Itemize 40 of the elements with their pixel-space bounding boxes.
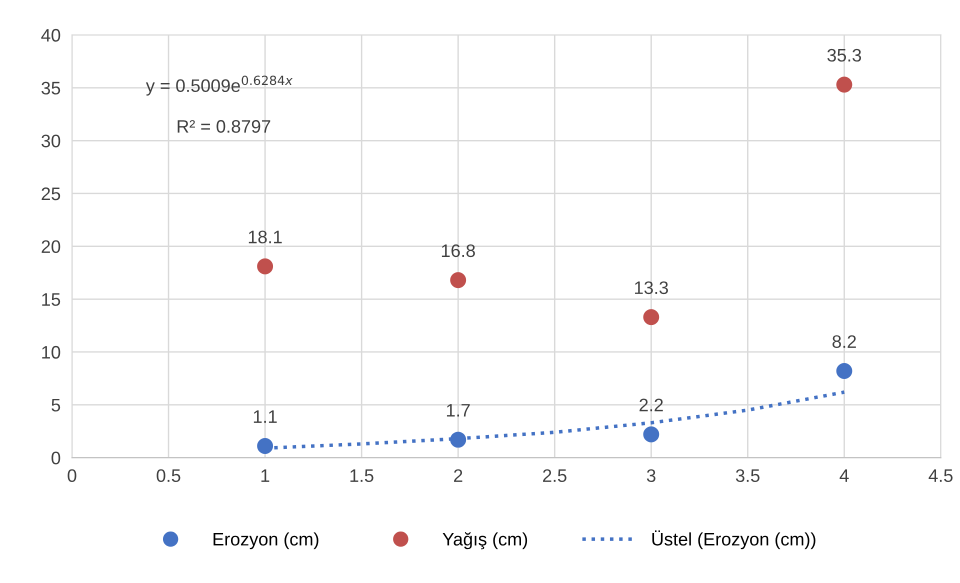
point: [643, 309, 660, 326]
y-tick-label: 30: [41, 134, 60, 148]
point: [450, 272, 466, 288]
data-label: 18.1: [248, 230, 282, 244]
legend-label: Üstel (Erozyon (cm)): [652, 530, 816, 550]
data-label: 35.3: [827, 48, 862, 62]
x-tick-label: 2.5: [543, 469, 566, 482]
y-tick-label: 5: [52, 398, 60, 412]
point: [450, 432, 466, 448]
x-tick-label: 4: [840, 469, 849, 482]
point: [836, 76, 852, 93]
data-label: 8.2: [832, 335, 856, 348]
data-label: 1.7: [446, 404, 470, 416]
y-tick-label: 35: [41, 82, 60, 95]
y-tick-label: 10: [42, 346, 60, 359]
y-tick-label: 25: [42, 187, 60, 200]
annotation: R² = 0.8797: [178, 120, 270, 133]
y-tick-label: 40: [41, 28, 60, 42]
annotation: y = 0.5009e$^{0.6284x}$: [146, 76, 293, 96]
legend-label: Erozyon (cm): [214, 532, 318, 550]
x-tick-label: 4.5: [928, 469, 953, 482]
point: [643, 426, 660, 442]
data-label: 2.2: [640, 398, 663, 412]
x-tick-label: 0: [68, 469, 76, 482]
data-label: 13.3: [635, 281, 668, 294]
x-tick-label: 0.5: [156, 469, 180, 482]
y-tick-label: 0: [52, 452, 60, 464]
legend-label: Yağış (cm): [442, 532, 528, 550]
x-tick-label: 2: [454, 469, 462, 482]
x-tick-label: 3: [646, 469, 656, 482]
data-label: 1.1: [254, 410, 277, 423]
x-tick-label: 1.5: [350, 469, 374, 482]
x-tick-label: 1: [261, 469, 270, 482]
y-tick-label: 15: [42, 293, 60, 306]
y-tick-label: 20: [42, 240, 60, 254]
point: [257, 258, 274, 274]
data-label: 16.8: [442, 244, 475, 258]
x-tick-label: 3.5: [736, 469, 760, 482]
point: [257, 438, 274, 454]
point: [836, 363, 852, 379]
